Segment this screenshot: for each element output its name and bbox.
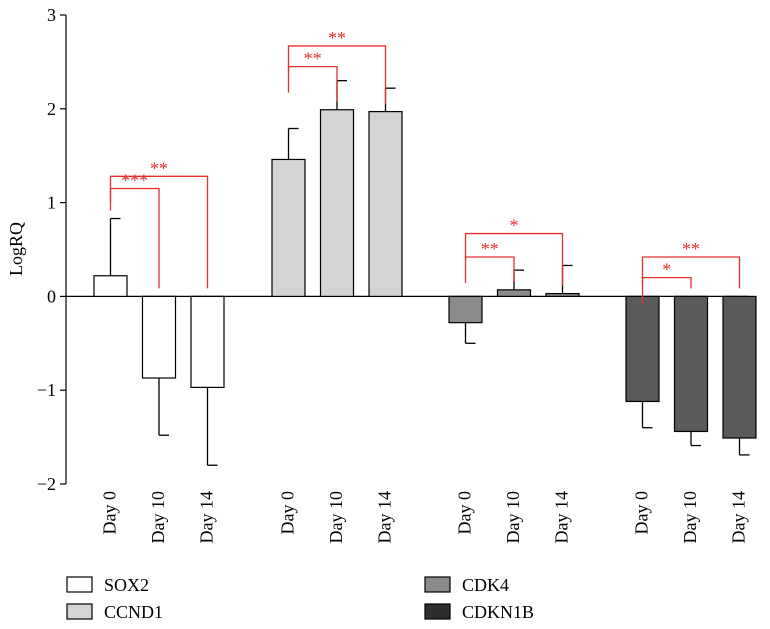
y-tick-label: 3 [47, 5, 56, 25]
significance-mark: * [510, 216, 519, 236]
significance-bracket [641, 276, 692, 304]
x-tick-label: Day 14 [375, 491, 395, 544]
x-tick-label: Day 10 [503, 491, 523, 544]
significance-bracket [464, 232, 564, 286]
x-tick-label: Day 0 [278, 491, 298, 535]
y-axis-label: LogRQ [6, 222, 26, 276]
y-tick-label: 1 [47, 193, 56, 213]
y-tick-label: 2 [47, 99, 56, 119]
bar-cdk4-day-14 [545, 292, 580, 297]
significance-mark: ** [682, 239, 700, 259]
bars-layer [93, 80, 757, 466]
y-tick-label: −1 [37, 380, 56, 400]
bar-cdkn1b-day-0 [625, 295, 660, 403]
significance-bracket [109, 175, 209, 289]
significance-bracket [287, 45, 387, 104]
legend-label-sox2: SOX2 [104, 575, 149, 595]
significance-bracket [641, 256, 741, 289]
x-tick-label: Day 14 [197, 491, 217, 544]
significance-bracket [109, 187, 160, 289]
x-tick-label: Day 14 [552, 491, 572, 544]
bar-ccnd1-day-0 [271, 158, 306, 297]
legend-label-cdkn1b: CDKN1B [462, 602, 534, 622]
y-tick-label: 0 [47, 286, 56, 306]
legend-swatch-sox2 [66, 576, 93, 593]
legend: SOX2 CCND1 CDK4 CDKN1B [66, 575, 534, 622]
significance-mark: ** [304, 49, 322, 69]
bar-sox2-day-0 [93, 275, 128, 298]
legend-swatch-cdkn1b [424, 603, 451, 620]
legend-swatch-cdk4 [424, 576, 451, 593]
significance-mark: ** [481, 239, 499, 259]
legend-swatch-ccnd1 [66, 603, 93, 620]
significance-mark: ** [328, 28, 346, 48]
x-tick-label: Day 14 [729, 491, 749, 544]
legend-label-ccnd1: CCND1 [104, 602, 163, 622]
x-tick-label: Day 0 [100, 491, 120, 535]
bar-cdkn1b-day-14 [722, 295, 757, 439]
significance-bracket [464, 256, 515, 284]
x-tick-label: Day 10 [326, 491, 346, 544]
x-tick-label: Day 10 [680, 491, 700, 544]
bar-cdkn1b-day-10 [673, 295, 709, 433]
bar-ccnd1-day-14 [368, 111, 403, 297]
bar-cdk4-day-0 [448, 295, 483, 324]
x-tick-label: Day 10 [148, 491, 168, 544]
significance-mark: *** [121, 171, 148, 191]
significance-mark: ** [150, 158, 168, 178]
x-tick-label: Day 0 [632, 491, 652, 535]
legend-label-cdk4: CDK4 [462, 575, 509, 595]
significance-bracket [287, 65, 338, 102]
significance-mark: * [662, 260, 671, 280]
x-tick-label: Day 0 [455, 491, 475, 535]
significance-layer: *************** [109, 28, 741, 304]
bar-ccnd1-day-10 [319, 109, 355, 298]
bar-sox2-day-10 [141, 295, 177, 379]
bar-sox2-day-14 [190, 295, 225, 388]
y-tick-label: −2 [37, 474, 56, 494]
bar-cdk4-day-10 [496, 289, 532, 298]
x-tick-labels: Day 0 Day 10 Day 14 Day 0 Day 10 Day 14 Day 0 D… [100, 491, 749, 544]
